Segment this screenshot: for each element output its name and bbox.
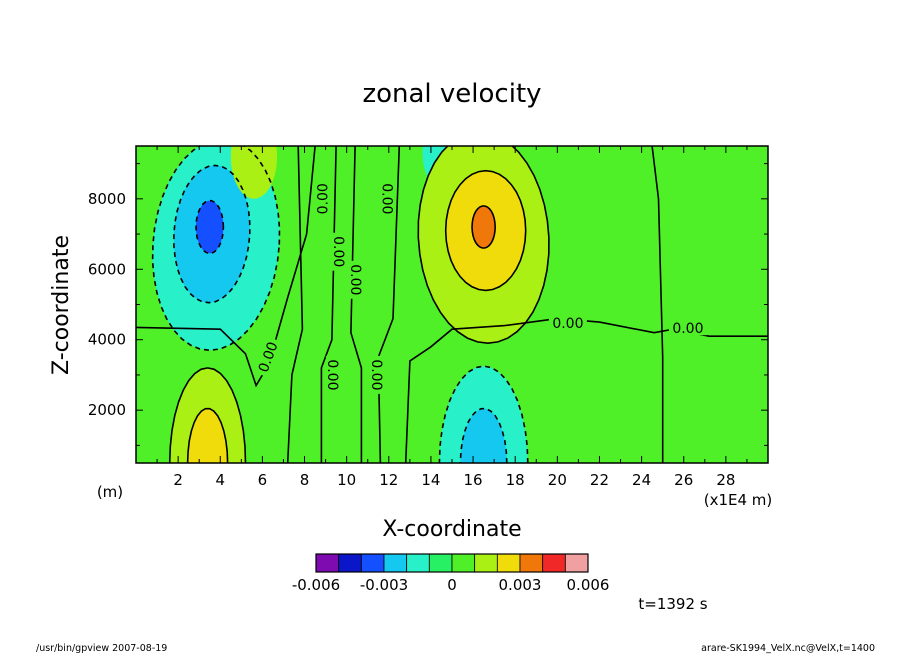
contour-label-bg <box>253 336 281 378</box>
y-tick-label: 2000 <box>88 401 126 419</box>
colorbar-swatch <box>496 553 521 573</box>
contour-label-bg <box>325 355 341 394</box>
colorbar-swatch <box>383 553 408 573</box>
y-tick-label: 6000 <box>88 260 126 278</box>
colorbar-tick-label: -0.003 <box>360 576 408 594</box>
colorbar-tick-label: 0 <box>447 576 457 594</box>
contour-label-mid-2: 0.00 <box>347 260 365 299</box>
colorbar-swatch <box>519 553 544 573</box>
x-tick-label: 18 <box>506 471 525 489</box>
fill-negative-core-ul <box>196 200 224 254</box>
x-tick-label: 20 <box>548 471 567 489</box>
contour-label-text: 0.00 <box>316 183 332 214</box>
contour-label-bg <box>349 260 365 299</box>
contour-label-right: 0.00 <box>668 320 707 337</box>
contour-label-bg <box>668 320 707 336</box>
x-tick-label: 24 <box>632 471 651 489</box>
colorbar-swatch <box>542 553 566 573</box>
colorbar-swatch <box>338 553 362 573</box>
neg-contour-core-ul <box>195 199 225 255</box>
y-axis-label: Z-coordinate <box>49 235 74 375</box>
fill-positive-core-ur <box>472 206 496 248</box>
colorbar-swatch <box>451 553 476 573</box>
colorbar: -0.006 -0.003 0 0.003 0.006 <box>292 553 610 594</box>
y-tick-label: 4000 <box>88 331 126 349</box>
x-tick-label: 4 <box>215 471 225 489</box>
contour-labels: 0.000.000.000.00 0.000.000.000.00 0.00 <box>253 179 707 394</box>
contour-label-text: 0.00 <box>379 183 395 214</box>
colorbar-swatch <box>474 553 498 573</box>
colorbar-swatch <box>428 553 453 573</box>
zero-contour-right-inner <box>377 146 401 463</box>
colorbar-swatch <box>406 553 430 573</box>
chart-title: zonal velocity <box>362 79 541 109</box>
fill-top-band-left <box>230 146 278 199</box>
x-tick-label: 16 <box>464 471 483 489</box>
contour-label-low-2: 0.00 <box>368 355 386 394</box>
zero-contour-mid-right <box>350 146 363 463</box>
neg-contour-outer-lr <box>438 365 529 463</box>
contour-label-text: 0.00 <box>672 321 703 337</box>
x-tick-label: 8 <box>300 471 310 489</box>
contour-label-low-1: 0.00 <box>324 355 341 394</box>
pos-contour-core-ur <box>471 205 496 249</box>
zero-contour-left-inner <box>286 146 304 463</box>
contour-label-bg <box>380 179 396 218</box>
fill-negative-core-lr <box>460 408 507 463</box>
x-tick-label: 10 <box>337 471 356 489</box>
x-tick-label: 2 <box>173 471 183 489</box>
contour-label-bg <box>314 179 330 218</box>
neg-contour-core-lr <box>459 407 508 463</box>
contour-label-text: 0.00 <box>330 236 346 267</box>
colorbar-tick-label: -0.006 <box>292 576 340 594</box>
x-tick-label: 22 <box>590 471 609 489</box>
colorbar-swatch <box>315 553 340 573</box>
contour-label-bg <box>548 314 587 330</box>
contour-label-text: 0.00 <box>324 359 340 390</box>
contour-fills <box>152 146 549 463</box>
colorbar-swatch <box>360 553 385 573</box>
colorbar-tick-label: 0.003 <box>499 576 542 594</box>
contour-label-text: 0.00 <box>552 316 583 332</box>
x-unit-left: (m) <box>97 483 123 501</box>
time-label: t=1392 s <box>638 595 707 613</box>
footer-left: /usr/bin/gpview 2007-08-19 <box>36 643 167 654</box>
x-tick-label: 28 <box>716 471 735 489</box>
neg-contour-mid-ul <box>173 164 251 304</box>
colorbar-frame <box>315 553 589 573</box>
contour-label-bg <box>370 355 386 394</box>
pos-contour-mid-ur <box>444 169 527 292</box>
x-tick-label: 6 <box>258 471 268 489</box>
pos-contour-outer-ll <box>168 367 247 463</box>
colorbar-swatch <box>564 553 589 573</box>
fill-positive-core-ll <box>187 408 228 463</box>
x-tick-label: 26 <box>674 471 693 489</box>
pos-contour-core-ll <box>186 407 229 463</box>
x-tick-label: 14 <box>421 471 440 489</box>
colorbar-tick-label: 0.006 <box>567 576 610 594</box>
x-unit-right: (x1E4 m) <box>704 491 773 509</box>
contour-label-text: 0.00 <box>368 359 384 390</box>
contour-label-top-1: 0.00 <box>314 179 332 218</box>
contour-label-bg <box>332 232 348 271</box>
contour-label-mid: 0.00 <box>548 314 587 332</box>
y-axis: 2000 4000 6000 8000 <box>88 163 768 446</box>
x-tick-label: 12 <box>379 471 398 489</box>
x-axis-label: X-coordinate <box>382 517 521 542</box>
y-tick-label: 8000 <box>88 190 126 208</box>
contour-label-text: 0.00 <box>347 264 363 295</box>
zero-contour-far-right <box>651 146 664 463</box>
footer-right: arare-SK1994_VelX.nc@VelX,t=1400 <box>701 643 875 654</box>
contour-label-top-2: 0.00 <box>379 179 396 218</box>
contour-label-mid-1: 0.00 <box>330 232 348 271</box>
x-axis: 2 4 6 8 10 12 14 16 18 20 22 24 26 28 <box>156 146 748 489</box>
